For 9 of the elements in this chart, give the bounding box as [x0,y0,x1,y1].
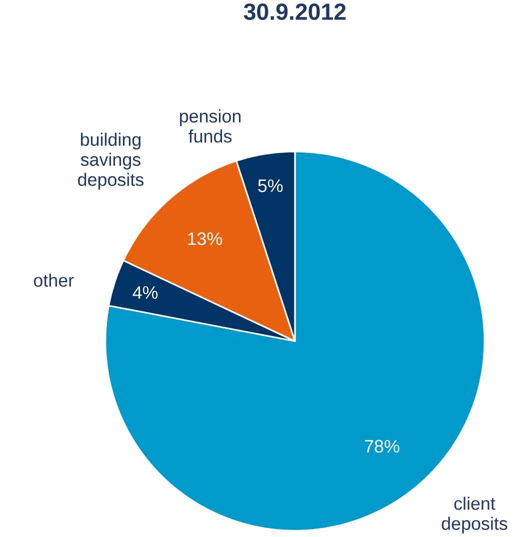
data-label: 4% [132,286,158,299]
slice-label: other [34,274,74,287]
chart-title: 30.9.2012 [244,4,346,20]
slice-label: building savings deposits [78,132,144,190]
slice-label: pension funds [180,109,240,143]
data-label: 5% [258,179,283,192]
data-label: 78% [364,440,400,453]
slice-label: client deposits [442,496,508,534]
data-label: 13% [188,232,222,246]
